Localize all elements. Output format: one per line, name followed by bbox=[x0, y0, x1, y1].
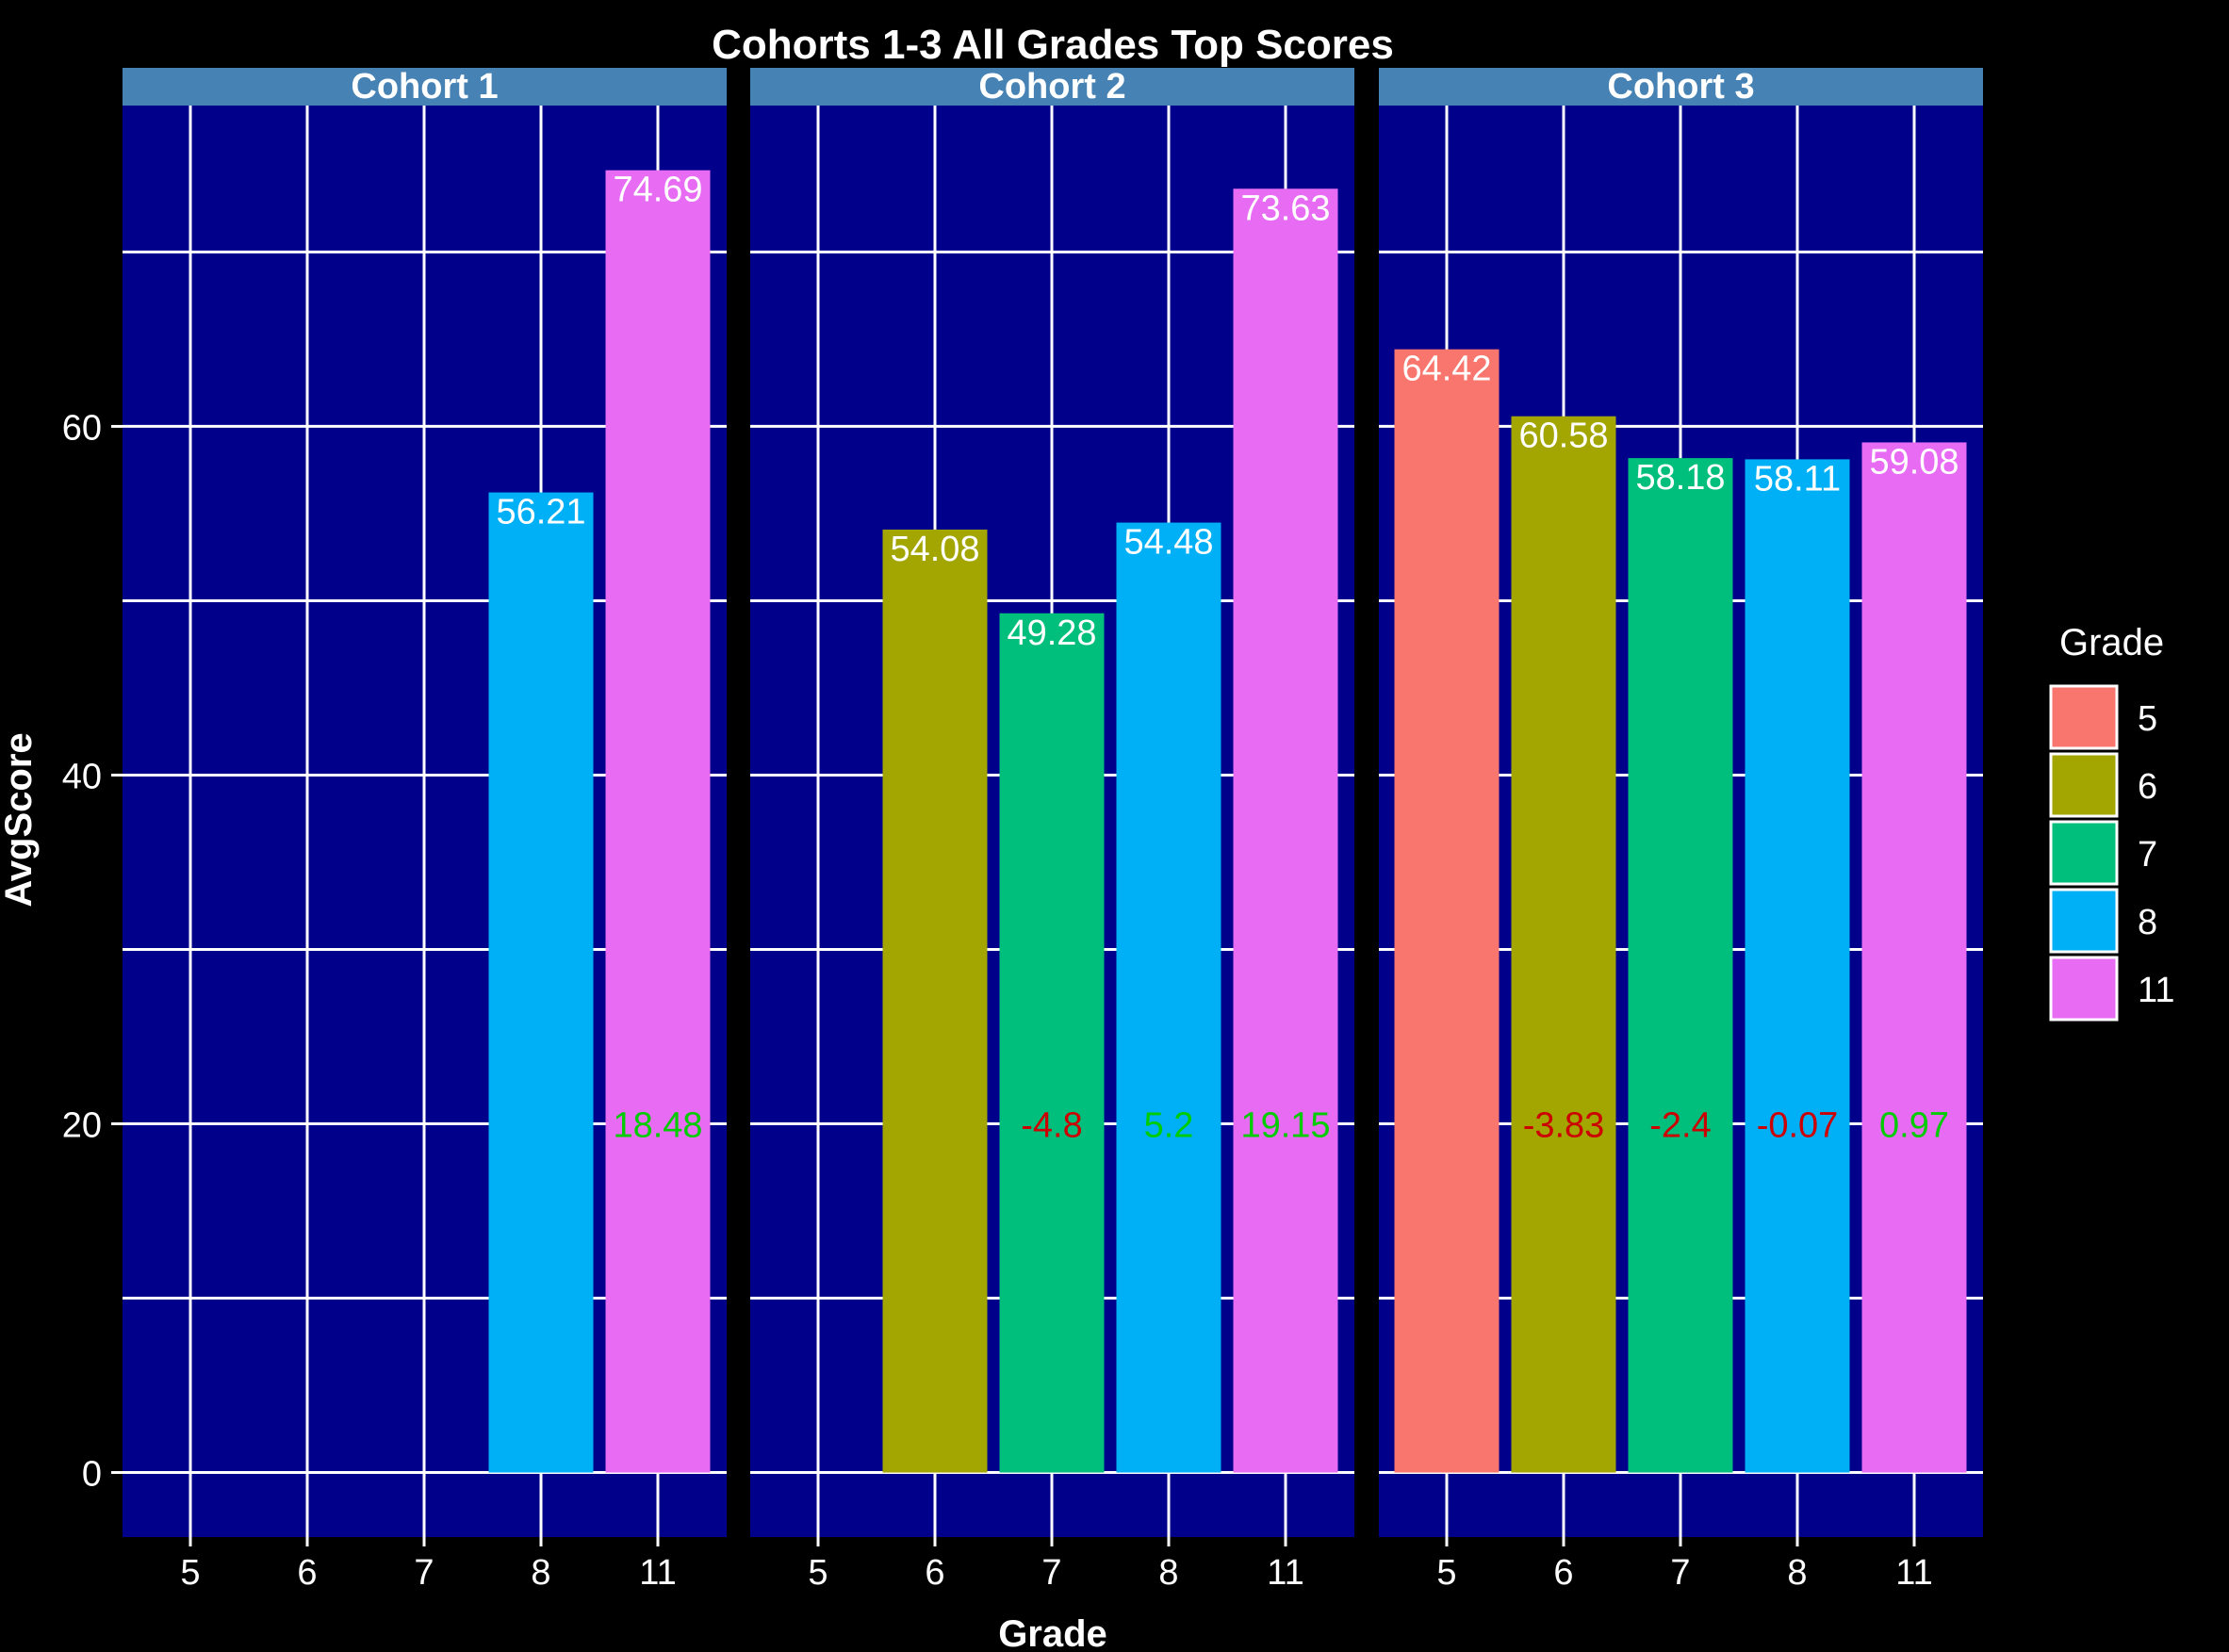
facet-strip-label: Cohort 3 bbox=[1607, 67, 1754, 106]
bar bbox=[1116, 522, 1221, 1473]
bar bbox=[1394, 349, 1500, 1473]
chart-title: Cohorts 1-3 All Grades Top Scores bbox=[712, 22, 1394, 68]
y-tick-label: 0 bbox=[82, 1455, 102, 1495]
bar-value-label: 56.21 bbox=[496, 493, 585, 532]
bar bbox=[1511, 416, 1616, 1473]
legend-label: 7 bbox=[2138, 835, 2157, 875]
bar bbox=[488, 492, 594, 1473]
facet-strip-label: Cohort 1 bbox=[351, 67, 498, 106]
bar-value-label: 59.08 bbox=[1869, 442, 1959, 482]
bar-value-label: 74.69 bbox=[613, 171, 702, 210]
x-tick-label: 5 bbox=[1436, 1553, 1456, 1593]
bar-change-label: -3.83 bbox=[1523, 1106, 1605, 1146]
x-axis-title: Grade bbox=[998, 1613, 1107, 1652]
y-tick-label: 40 bbox=[62, 757, 102, 796]
bar bbox=[882, 529, 988, 1473]
x-tick-label: 6 bbox=[1553, 1553, 1573, 1593]
bar-change-label: 5.2 bbox=[1144, 1106, 1194, 1146]
bar bbox=[1233, 188, 1338, 1473]
bar-change-label: 18.48 bbox=[613, 1106, 702, 1146]
x-tick-label: 5 bbox=[180, 1553, 200, 1593]
x-tick-label: 11 bbox=[639, 1553, 676, 1593]
bar bbox=[1745, 459, 1850, 1473]
legend-label: 11 bbox=[2138, 971, 2174, 1010]
bar-value-label: 64.42 bbox=[1401, 350, 1491, 389]
bar-change-label: -4.8 bbox=[1021, 1106, 1082, 1146]
bar-value-label: 73.63 bbox=[1240, 188, 1330, 228]
bar bbox=[1861, 442, 1967, 1473]
x-tick-label: 11 bbox=[1895, 1553, 1932, 1593]
y-axis: 0 20 40 60 bbox=[62, 408, 123, 1495]
legend-label: 5 bbox=[2138, 699, 2157, 739]
bar-value-label: 60.58 bbox=[1518, 417, 1608, 456]
bar-value-label: 58.11 bbox=[1754, 459, 1841, 499]
legend-key bbox=[2049, 820, 2119, 886]
legend-label: 8 bbox=[2138, 903, 2157, 942]
x-tick-label: 6 bbox=[297, 1553, 317, 1593]
facet-strip bbox=[1379, 68, 1983, 106]
x-tick-label: 6 bbox=[925, 1553, 944, 1593]
x-tick-label: 8 bbox=[1158, 1553, 1178, 1593]
legend-key bbox=[2049, 684, 2119, 750]
x-tick-label: 7 bbox=[414, 1553, 434, 1593]
bar-value-label: 54.08 bbox=[890, 530, 979, 569]
legend-key bbox=[2049, 752, 2119, 818]
facet-panel: Cohort 3 5 6 7 8 11 64.42 60.58 -3.83 58.18 -2.4 58… bbox=[1379, 67, 1983, 1593]
x-tick-label: 7 bbox=[1670, 1553, 1690, 1593]
legend: Grade 5 6 7 8 11 bbox=[2049, 622, 2174, 1022]
facet-strip bbox=[750, 68, 1354, 106]
x-tick-label: 11 bbox=[1267, 1553, 1303, 1593]
facet-panel: Cohort 1 5 6 7 8 11 56.21 74.69 18.48 bbox=[123, 67, 727, 1593]
bar bbox=[605, 170, 711, 1473]
x-tick-label: 8 bbox=[531, 1553, 550, 1593]
bar-value-label: 49.28 bbox=[1007, 613, 1096, 653]
y-tick-label: 20 bbox=[62, 1106, 102, 1146]
bar-change-label: 0.97 bbox=[1879, 1106, 1949, 1146]
x-tick-label: 8 bbox=[1787, 1553, 1807, 1593]
facet-panels: Cohort 1 5 6 7 8 11 56.21 74.69 18.48 Cohort 2 5 6 7… bbox=[123, 67, 1983, 1593]
bar-value-label: 54.48 bbox=[1123, 523, 1213, 563]
bar bbox=[1628, 458, 1733, 1473]
bar-value-label: 58.18 bbox=[1635, 458, 1725, 498]
legend-key bbox=[2049, 956, 2119, 1022]
bar-change-label: -0.07 bbox=[1757, 1106, 1839, 1146]
bar-change-label: 19.15 bbox=[1240, 1106, 1330, 1146]
bar-change-label: -2.4 bbox=[1649, 1106, 1711, 1146]
y-axis-title: AvgScore bbox=[0, 732, 40, 907]
facet-panel: Cohort 2 5 6 7 8 11 54.08 49.28 -4.8 54.48 5.2 73.6… bbox=[750, 67, 1354, 1593]
legend-label: 6 bbox=[2138, 767, 2157, 807]
x-tick-label: 7 bbox=[1041, 1553, 1061, 1593]
y-tick-label: 60 bbox=[62, 408, 102, 448]
bar bbox=[999, 613, 1105, 1473]
facet-strip-label: Cohort 2 bbox=[978, 67, 1125, 106]
legend-title: Grade bbox=[2059, 622, 2164, 663]
facet-strip bbox=[123, 68, 727, 106]
legend-key bbox=[2049, 888, 2119, 954]
x-tick-label: 5 bbox=[808, 1553, 828, 1593]
